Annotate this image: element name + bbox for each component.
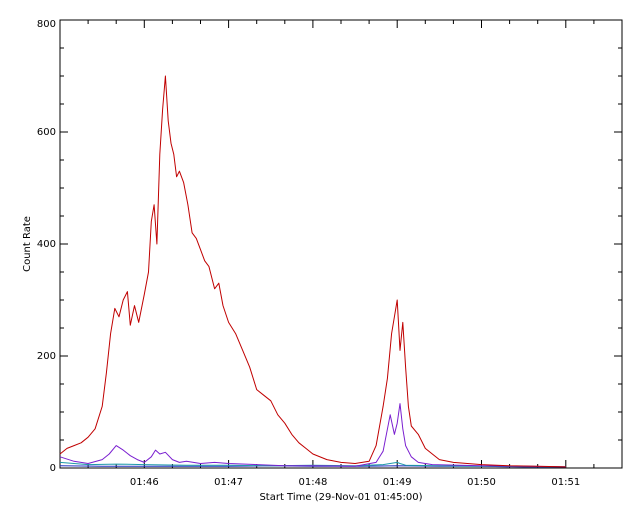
plot-frame — [59, 19, 623, 469]
x-tick-label: 01:46 — [130, 477, 159, 488]
x-tick-label: 01:47 — [214, 477, 243, 488]
x-tick-label: 01:49 — [383, 477, 412, 488]
x-tick-label: 01:50 — [467, 477, 496, 488]
y-tick-label: 800 — [37, 19, 56, 30]
series-line-2 — [59, 403, 566, 468]
y-tick-label: 600 — [37, 127, 56, 138]
y-tick-label: 400 — [37, 239, 56, 250]
series-line-1 — [59, 75, 566, 468]
series-line-3 — [59, 461, 566, 468]
y-tick-label: 200 — [37, 351, 56, 362]
x-axis-title: Start Time (29-Nov-01 01:45:00) — [259, 492, 422, 503]
y-axis-title: Count Rate — [22, 216, 33, 272]
y-tick-label: 0 — [50, 463, 56, 474]
x-tick-label: 01:51 — [551, 477, 580, 488]
x-tick-label: 01:48 — [298, 477, 327, 488]
